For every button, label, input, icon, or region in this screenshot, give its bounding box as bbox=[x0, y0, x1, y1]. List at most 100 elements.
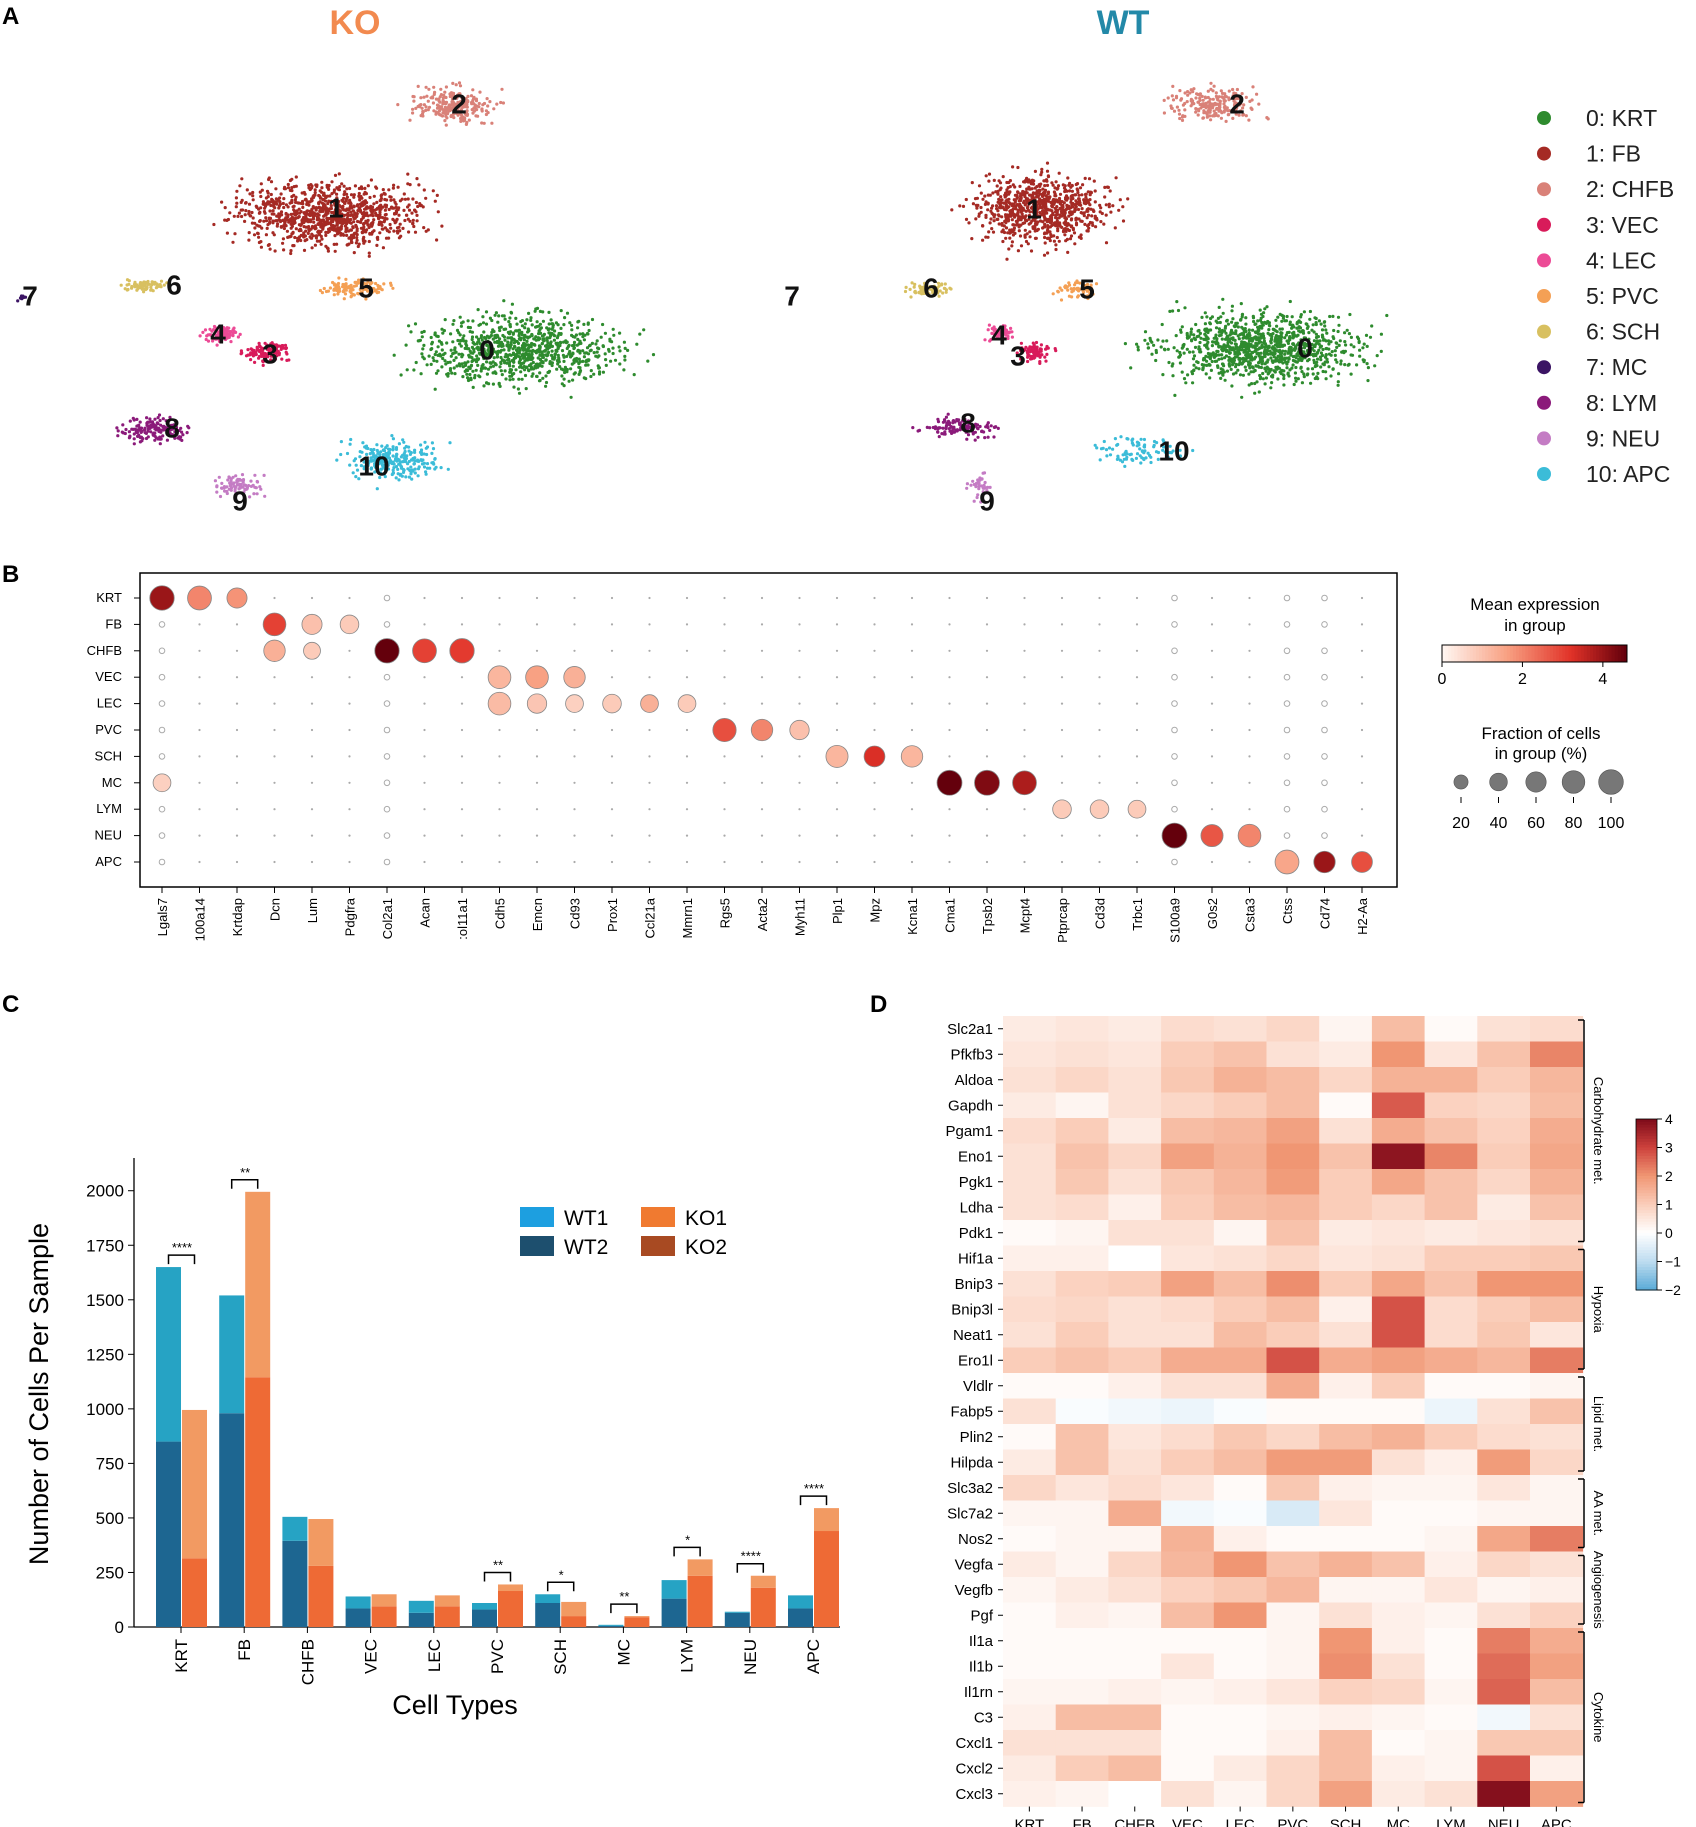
umap-point bbox=[1076, 207, 1081, 212]
umap-point bbox=[1315, 339, 1319, 343]
umap-point bbox=[547, 322, 551, 326]
umap-point bbox=[1007, 180, 1011, 185]
umap-point bbox=[1291, 342, 1295, 346]
umap-point bbox=[1006, 213, 1010, 217]
umap-point bbox=[1343, 331, 1347, 335]
umap-point bbox=[507, 320, 511, 324]
umap-point bbox=[1237, 356, 1241, 360]
umap-point bbox=[1163, 348, 1167, 352]
umap-point bbox=[339, 440, 343, 444]
umap-point bbox=[1000, 198, 1004, 202]
umap-point bbox=[391, 454, 395, 458]
umap-point bbox=[432, 359, 436, 363]
umap-point bbox=[297, 237, 301, 241]
umap-point bbox=[1084, 192, 1088, 196]
umap-point bbox=[1064, 197, 1068, 201]
umap-point bbox=[218, 329, 222, 333]
umap-point bbox=[274, 187, 278, 191]
umap-point bbox=[400, 197, 404, 201]
umap-point bbox=[1329, 340, 1333, 344]
umap-point bbox=[225, 334, 229, 338]
umap-point bbox=[422, 343, 426, 347]
umap-point bbox=[181, 433, 185, 437]
umap-point bbox=[507, 343, 511, 347]
umap-point bbox=[1146, 346, 1150, 350]
umap-point bbox=[540, 341, 545, 345]
umap-point bbox=[486, 367, 491, 371]
umap-point bbox=[1215, 321, 1220, 325]
umap-point bbox=[1285, 362, 1289, 366]
umap-point bbox=[1291, 323, 1295, 327]
umap-point bbox=[424, 108, 428, 112]
umap-point bbox=[325, 220, 329, 224]
umap-point bbox=[342, 184, 346, 188]
umap-point bbox=[337, 290, 341, 294]
umap-point bbox=[1174, 334, 1178, 338]
umap-point bbox=[335, 192, 339, 196]
umap-point bbox=[1311, 323, 1315, 327]
umap-point bbox=[372, 202, 376, 206]
umap-point bbox=[388, 447, 392, 452]
umap-point bbox=[286, 215, 290, 219]
umap-point bbox=[1171, 309, 1175, 313]
umap-point bbox=[1233, 355, 1237, 359]
umap-point bbox=[622, 368, 626, 372]
umap-point bbox=[421, 347, 425, 351]
umap-point bbox=[1265, 365, 1269, 369]
umap-point bbox=[974, 217, 978, 221]
umap-point bbox=[538, 371, 542, 375]
umap-point bbox=[1057, 171, 1061, 175]
umap-point bbox=[981, 224, 985, 228]
umap-point bbox=[1182, 377, 1187, 381]
umap-point bbox=[392, 229, 396, 233]
umap-point bbox=[1244, 329, 1248, 334]
umap-point bbox=[249, 358, 253, 362]
umap-point bbox=[532, 337, 536, 341]
umap-point bbox=[1312, 349, 1316, 353]
umap-point bbox=[362, 228, 366, 232]
umap-point bbox=[417, 183, 421, 187]
umap-point bbox=[501, 342, 505, 346]
umap-point bbox=[361, 222, 366, 226]
umap-point bbox=[1262, 351, 1267, 355]
umap-point bbox=[1175, 300, 1179, 304]
umap-point bbox=[534, 366, 538, 370]
umap-point bbox=[541, 319, 546, 323]
umap-point bbox=[380, 456, 384, 460]
umap-point bbox=[451, 81, 455, 85]
umap-point bbox=[150, 280, 154, 284]
umap-point bbox=[1282, 383, 1286, 387]
umap-point bbox=[1259, 336, 1263, 340]
umap-point bbox=[285, 358, 289, 362]
umap-point bbox=[348, 442, 352, 446]
umap-point bbox=[443, 119, 447, 123]
umap-point bbox=[255, 492, 259, 496]
umap-point bbox=[320, 190, 324, 194]
umap-point bbox=[355, 468, 360, 472]
umap-point bbox=[387, 207, 391, 212]
umap-point bbox=[494, 311, 498, 315]
umap-point bbox=[541, 360, 545, 364]
umap-point bbox=[324, 233, 328, 237]
umap-point bbox=[133, 285, 137, 289]
umap-point bbox=[950, 208, 954, 212]
umap-point bbox=[155, 421, 159, 425]
umap-point bbox=[306, 231, 310, 235]
umap-point bbox=[399, 455, 403, 459]
umap-point bbox=[1253, 322, 1257, 326]
umap-point bbox=[419, 450, 423, 454]
umap-point bbox=[463, 105, 467, 109]
umap-point bbox=[1349, 343, 1353, 347]
umap-point bbox=[1046, 251, 1050, 255]
umap-point bbox=[351, 225, 355, 229]
umap-point bbox=[436, 334, 440, 339]
umap-point bbox=[355, 236, 359, 240]
umap-point bbox=[363, 207, 367, 211]
umap-point bbox=[239, 349, 243, 353]
umap-point bbox=[1336, 329, 1340, 334]
umap-point bbox=[161, 434, 165, 438]
umap-point bbox=[404, 475, 408, 479]
umap-point bbox=[149, 423, 153, 427]
umap-point bbox=[441, 98, 445, 102]
umap-point bbox=[498, 337, 502, 341]
